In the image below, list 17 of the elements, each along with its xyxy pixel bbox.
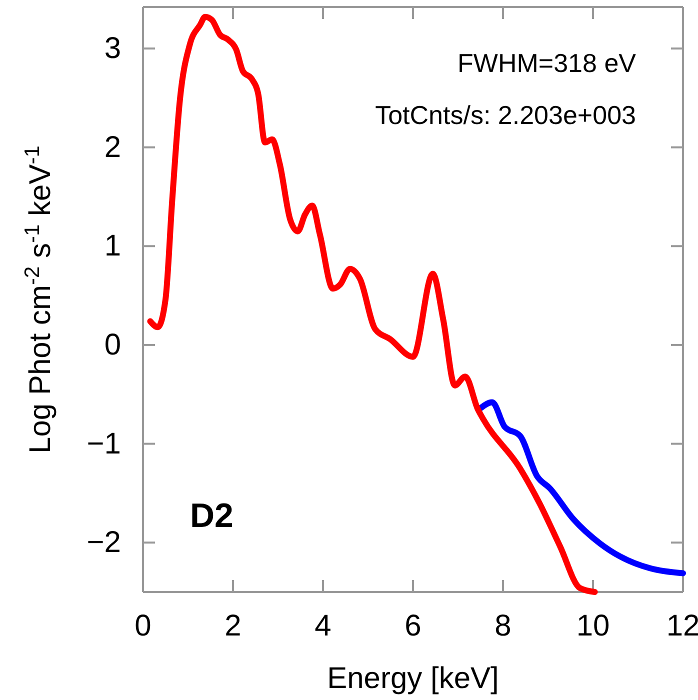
y-tick-label: 2 bbox=[104, 130, 121, 164]
annotation: FWHM=318 eV bbox=[458, 48, 637, 78]
x-tick-label: 6 bbox=[404, 609, 422, 642]
y-tick-label: 0 bbox=[104, 328, 121, 362]
x-tick-label: 10 bbox=[576, 609, 610, 642]
x-tick-label: 4 bbox=[314, 609, 332, 642]
x-tick-label: 8 bbox=[494, 609, 512, 642]
y-tick-label: −2 bbox=[86, 526, 121, 560]
x-axis-title: Energy [keV] bbox=[327, 662, 499, 695]
y-tick-label: −1 bbox=[86, 427, 121, 460]
x-tick-label: 12 bbox=[666, 609, 698, 642]
y-tick-label: 1 bbox=[104, 230, 121, 263]
annotation: D2 bbox=[190, 497, 234, 535]
annotation: TotCnts/s: 2.203e+003 bbox=[375, 100, 636, 130]
y-tick-label: 3 bbox=[104, 32, 121, 66]
x-tick-label: 0 bbox=[134, 609, 152, 642]
x-tick-label: 2 bbox=[224, 609, 242, 642]
